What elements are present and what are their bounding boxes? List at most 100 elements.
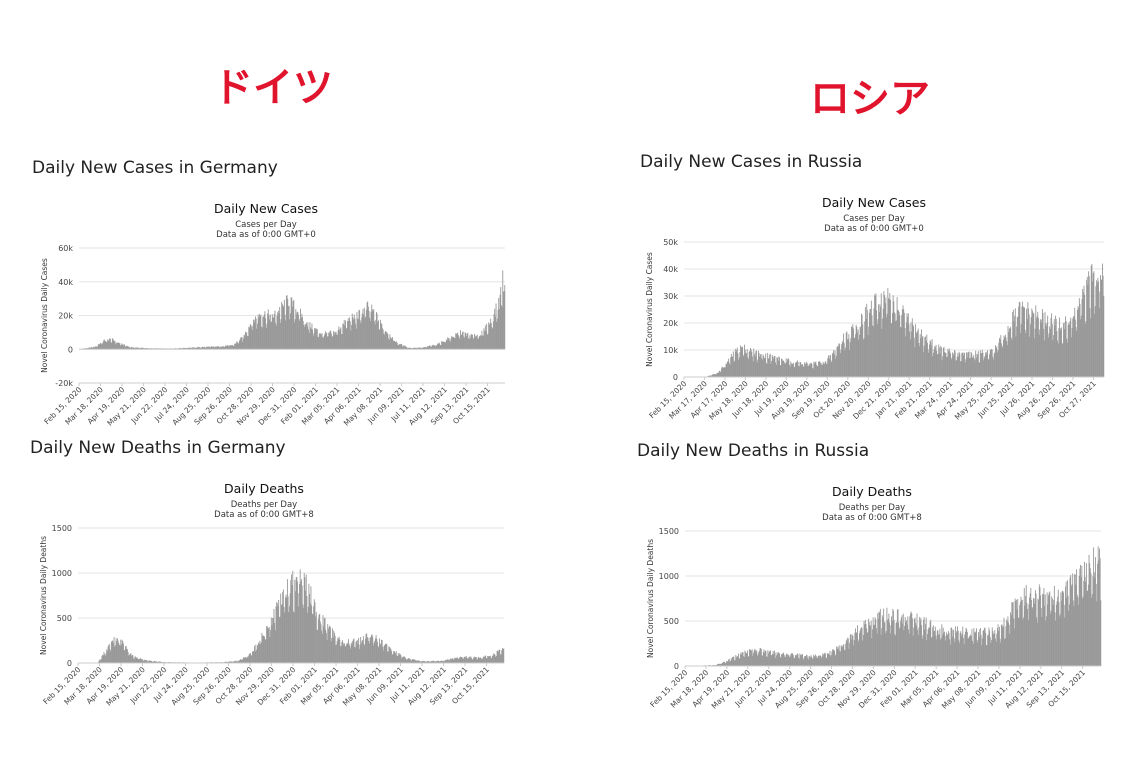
bar	[485, 330, 487, 350]
bar	[290, 297, 292, 350]
bar	[1082, 292, 1084, 377]
bar	[123, 345, 125, 350]
y-tick-label: 40k	[58, 278, 73, 287]
bar	[1097, 546, 1099, 666]
bar	[719, 663, 721, 666]
bar	[115, 343, 117, 350]
bar	[277, 310, 279, 350]
bar	[130, 347, 132, 350]
bar	[737, 656, 739, 666]
bar	[1023, 617, 1025, 666]
bar	[894, 634, 896, 666]
bar	[435, 345, 437, 350]
bar	[872, 617, 874, 666]
bar	[889, 633, 891, 666]
bar	[1014, 315, 1016, 377]
bar	[775, 362, 777, 377]
bar	[1012, 309, 1014, 377]
bar	[1036, 622, 1038, 666]
bar	[257, 323, 258, 350]
bar	[179, 348, 181, 350]
bar	[394, 342, 396, 350]
bar	[1085, 321, 1087, 377]
bar	[109, 338, 111, 350]
bar	[1052, 604, 1054, 666]
bar	[361, 317, 363, 350]
bar	[716, 664, 718, 666]
bar	[199, 347, 201, 350]
bar	[841, 344, 843, 377]
bar	[231, 345, 233, 350]
bar	[868, 618, 870, 666]
bar	[427, 660, 429, 663]
bar	[468, 339, 470, 350]
bar	[405, 659, 407, 663]
bar	[293, 611, 294, 663]
bar	[866, 628, 868, 666]
bar	[978, 637, 980, 666]
bar	[254, 644, 256, 663]
bar	[463, 658, 464, 663]
bar	[401, 657, 403, 663]
bar	[212, 346, 213, 350]
bar	[988, 358, 990, 377]
bar	[226, 345, 228, 350]
bar	[445, 342, 447, 350]
bar	[331, 336, 333, 350]
bar	[335, 332, 336, 350]
bar	[249, 324, 251, 350]
bar	[268, 628, 270, 663]
bar	[912, 324, 914, 377]
bar	[468, 338, 469, 350]
bar	[311, 613, 313, 663]
bar	[1068, 604, 1070, 666]
bar	[409, 659, 411, 663]
bar	[928, 627, 930, 666]
bar	[405, 346, 407, 350]
bar	[750, 348, 751, 377]
bar	[356, 640, 358, 663]
bar	[1084, 577, 1086, 666]
bar	[817, 657, 819, 666]
bar	[779, 365, 781, 377]
bar	[875, 619, 877, 666]
bar	[294, 322, 295, 350]
bar	[981, 638, 983, 666]
bar	[959, 353, 961, 377]
bar	[737, 653, 739, 666]
bar	[270, 629, 272, 663]
bar	[777, 360, 779, 377]
bar	[465, 655, 467, 663]
bar	[134, 347, 136, 350]
bar	[203, 347, 205, 350]
bar	[342, 640, 343, 663]
bar	[965, 352, 967, 377]
bar	[779, 357, 780, 377]
bar	[441, 341, 443, 350]
bar	[1047, 604, 1049, 666]
bar	[1082, 596, 1084, 666]
bar	[189, 347, 191, 350]
bar	[805, 656, 807, 666]
bar	[957, 626, 959, 666]
bar	[940, 346, 942, 377]
bar	[400, 655, 402, 663]
bar	[804, 362, 806, 377]
bar	[418, 347, 420, 350]
bar	[923, 352, 924, 377]
bar	[756, 650, 758, 666]
bar	[891, 323, 893, 377]
bar	[1080, 315, 1082, 377]
bar	[257, 645, 259, 663]
bar	[870, 309, 872, 377]
bar	[1053, 585, 1055, 666]
bar	[867, 334, 869, 377]
bar	[1000, 624, 1002, 666]
bar	[1038, 584, 1040, 666]
bar	[743, 656, 745, 666]
bar	[1059, 317, 1060, 377]
bar	[325, 629, 327, 663]
bar	[435, 661, 437, 663]
bar	[282, 589, 284, 663]
